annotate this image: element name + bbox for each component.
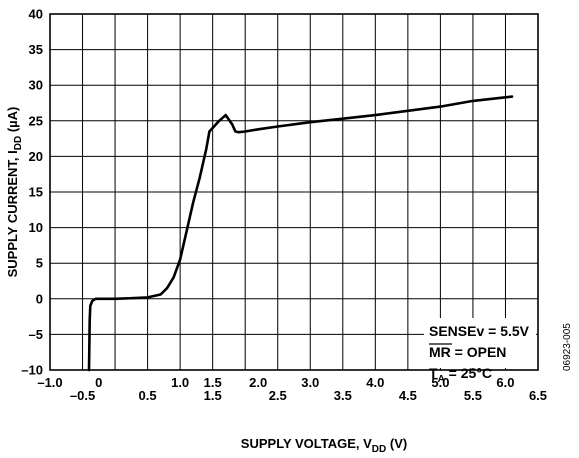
x-tick-label: 4.5 bbox=[399, 388, 417, 403]
y-tick-label: 20 bbox=[29, 149, 43, 164]
x-tick-label: 1.0 bbox=[171, 375, 189, 390]
grid bbox=[50, 14, 538, 370]
y-tick-label: 30 bbox=[29, 78, 43, 93]
series-layer bbox=[87, 95, 514, 372]
y-tick-label: 40 bbox=[29, 7, 43, 22]
x-tick-label: 0.5 bbox=[139, 388, 157, 403]
x-tick-label: 2.0 bbox=[249, 375, 267, 390]
x-tick-label: –0.5 bbox=[70, 388, 95, 403]
x-tick-label: 1.5 bbox=[204, 388, 222, 403]
x-axis-title: SUPPLY VOLTAGE, VDD (V) bbox=[241, 436, 407, 455]
x-tick-label: 4.0 bbox=[366, 375, 384, 390]
y-tick-label: 15 bbox=[29, 185, 43, 200]
x-tick-labels: –1.0 0 1.0 1.5 2.0 3.0 4.0 5.0 6.0 –0.5 0.5 1.5 2.5 3… bbox=[37, 375, 547, 403]
figure-id: 06923-005 bbox=[562, 323, 573, 371]
x-tick-label: 0 bbox=[95, 375, 102, 390]
y-tick-label: –10 bbox=[21, 363, 43, 378]
annotation-ta: TA = 25°C bbox=[429, 365, 492, 385]
x-tick-label: 5.0 bbox=[431, 375, 449, 390]
y-tick-label: 10 bbox=[29, 220, 43, 235]
y-tick-label: 0 bbox=[36, 291, 43, 306]
annotation-sense: SENSEv = 5.5V bbox=[429, 323, 530, 339]
y-tick-label: 5 bbox=[36, 256, 43, 271]
plot-frame bbox=[49, 13, 539, 371]
x-tick-label: 2.5 bbox=[269, 388, 287, 403]
y-tick-labels: 40 35 30 25 20 15 10 5 0 –5 –10 bbox=[21, 7, 43, 378]
x-tick-label: 6.0 bbox=[496, 375, 514, 390]
y-tick-label: 35 bbox=[29, 42, 43, 57]
x-tick-label: –1.0 bbox=[37, 375, 62, 390]
y-tick-label: –5 bbox=[29, 327, 43, 342]
x-tick-label: 3.0 bbox=[301, 375, 319, 390]
y-tick-label: 25 bbox=[29, 113, 43, 128]
annotation-box bbox=[424, 318, 536, 368]
x-tick-label: 5.5 bbox=[464, 388, 482, 403]
series-line bbox=[87, 95, 514, 372]
x-tick-label: 3.5 bbox=[334, 388, 352, 403]
y-axis-title: SUPPLY CURRENT, IDD (µA) bbox=[5, 107, 24, 278]
x-tick-label: 1.5 bbox=[204, 375, 222, 390]
annotation-mr: MR = OPEN bbox=[429, 344, 506, 360]
x-tick-label: 6.5 bbox=[529, 388, 547, 403]
